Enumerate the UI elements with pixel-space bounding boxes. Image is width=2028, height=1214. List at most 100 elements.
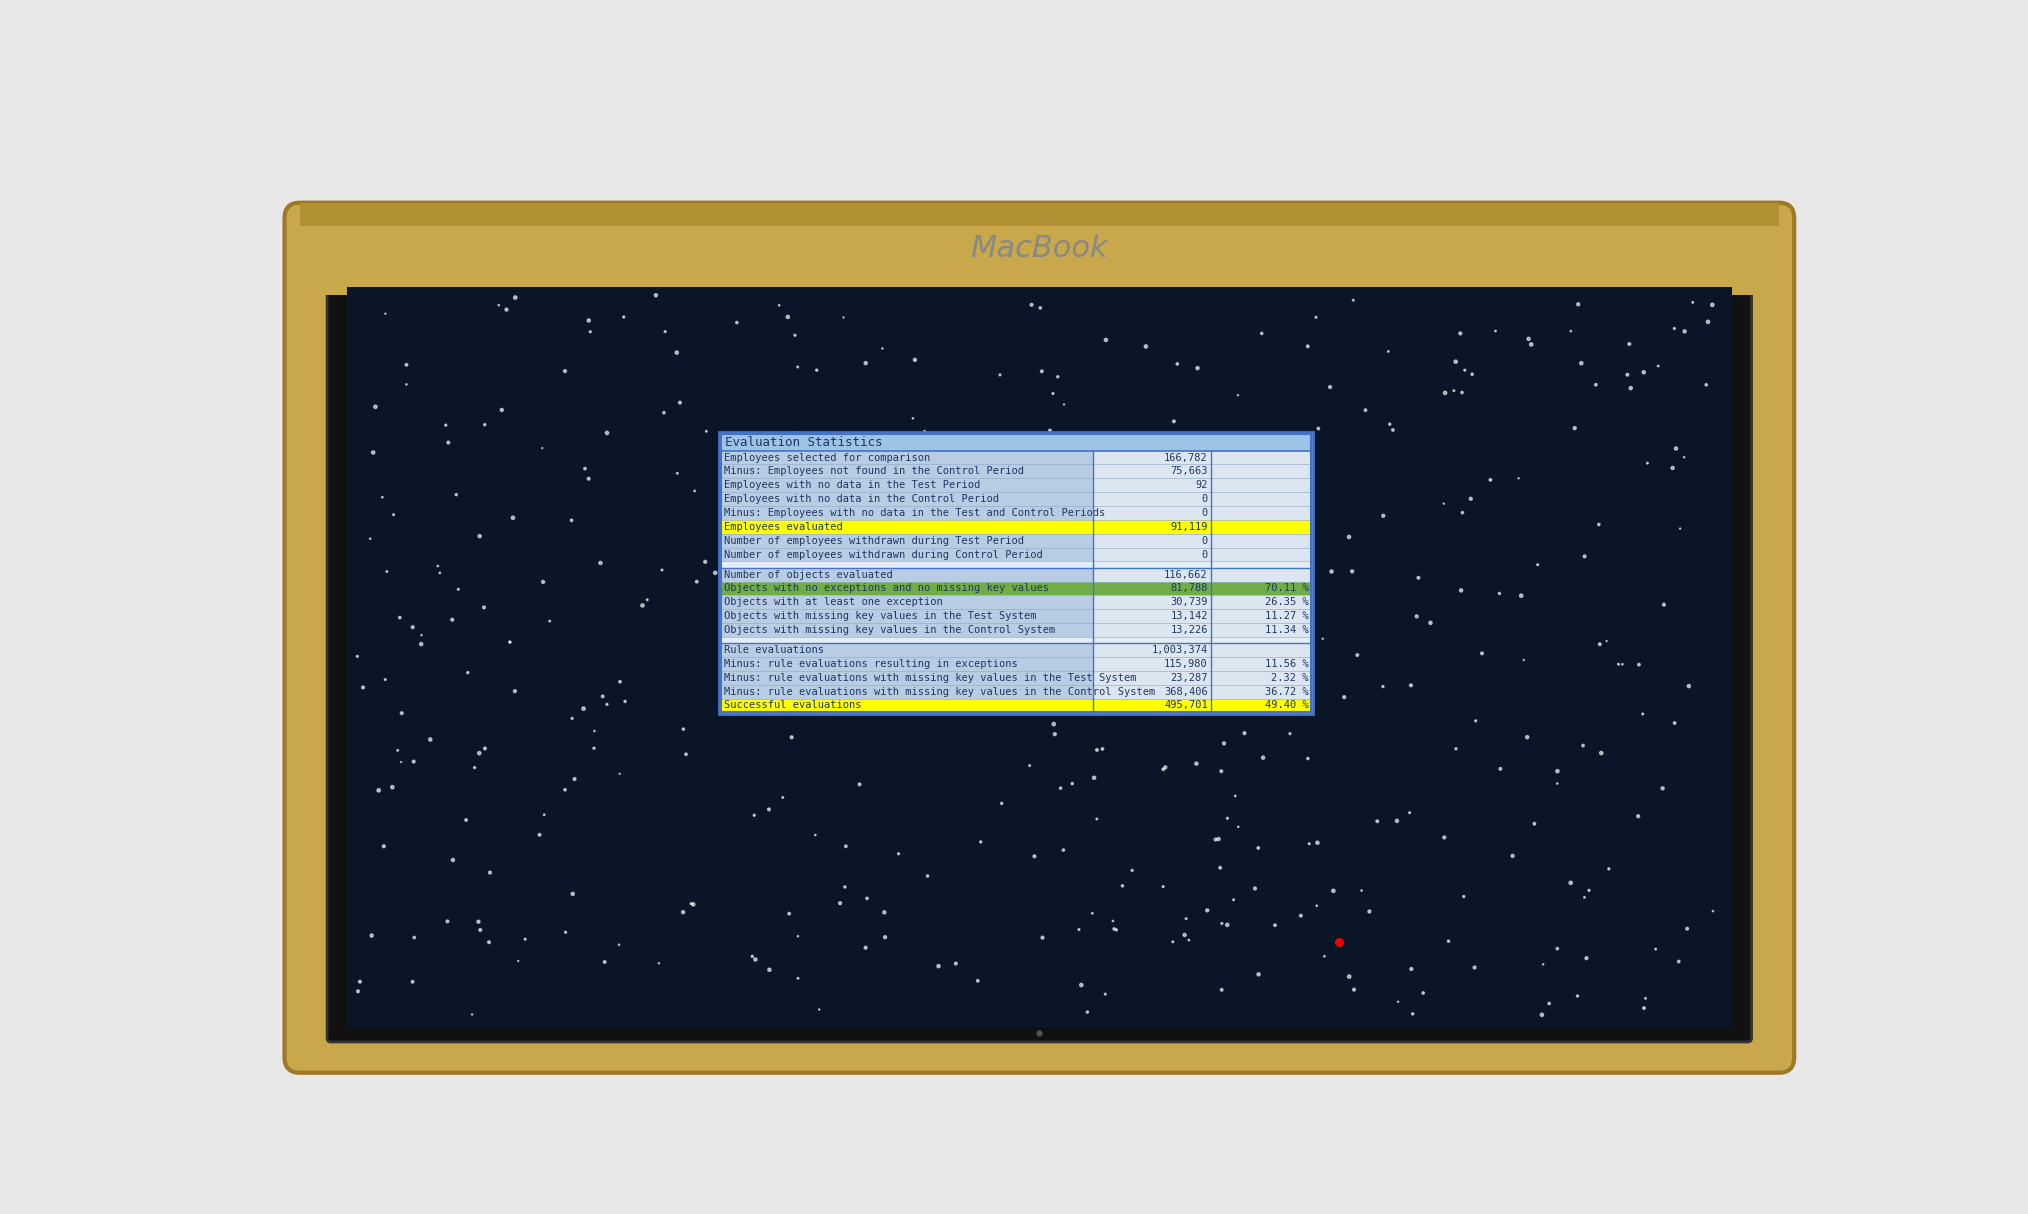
Point [1176, 437, 1209, 456]
Point [1521, 555, 1553, 574]
Text: Rule evaluations: Rule evaluations [724, 645, 823, 656]
Point [1628, 988, 1661, 1008]
Point [850, 353, 882, 373]
Point [1349, 401, 1381, 420]
Point [700, 563, 732, 583]
Point [1336, 562, 1369, 582]
Point [728, 453, 760, 472]
Point [468, 415, 501, 435]
Point [395, 618, 428, 637]
Point [925, 602, 957, 622]
Point [1332, 966, 1365, 986]
Point [578, 738, 610, 758]
Point [1430, 384, 1462, 403]
Point [775, 727, 807, 747]
Point [1081, 810, 1113, 829]
Point [1172, 930, 1205, 949]
Point [1302, 419, 1334, 438]
Point [1373, 342, 1405, 362]
Text: Employees with no data in the Control Period: Employees with no data in the Control Pe… [724, 494, 1000, 504]
Point [1395, 959, 1428, 978]
Point [1205, 858, 1237, 878]
FancyBboxPatch shape [1211, 520, 1312, 534]
Point [1568, 887, 1600, 907]
FancyBboxPatch shape [1093, 609, 1211, 623]
Point [1432, 931, 1464, 951]
Point [1580, 375, 1612, 395]
Point [874, 469, 907, 488]
Point [771, 307, 803, 327]
Point [779, 424, 811, 443]
Point [898, 350, 931, 369]
Point [1503, 469, 1535, 488]
Text: Objects with missing key values in the Control System: Objects with missing key values in the C… [724, 625, 1055, 635]
Point [430, 415, 462, 435]
Point [1663, 952, 1695, 971]
Point [1505, 586, 1537, 606]
Point [1622, 654, 1655, 674]
Point [1081, 741, 1113, 760]
Point [1205, 980, 1237, 999]
Text: MacBook: MacBook [971, 234, 1107, 263]
Point [722, 546, 754, 566]
Text: 2.32 %: 2.32 % [1272, 673, 1308, 682]
Point [608, 307, 641, 327]
Point [1562, 295, 1594, 314]
FancyBboxPatch shape [1211, 465, 1312, 478]
FancyBboxPatch shape [1211, 685, 1312, 698]
Point [1051, 465, 1083, 484]
Point [975, 597, 1008, 617]
Point [1148, 760, 1180, 779]
Text: Objects with no exceptions and no missing key values: Objects with no exceptions and no missin… [724, 584, 1048, 594]
Point [986, 693, 1018, 713]
Point [1221, 386, 1253, 405]
Text: 23,287: 23,287 [1170, 673, 1209, 682]
Text: 91,119: 91,119 [1170, 522, 1209, 532]
Point [523, 826, 556, 845]
Point [1284, 906, 1316, 925]
Point [436, 850, 468, 869]
Point [1519, 815, 1551, 834]
Point [1016, 295, 1048, 314]
Point [1077, 768, 1109, 788]
Point [424, 563, 456, 583]
Point [921, 673, 953, 692]
Point [1026, 362, 1059, 381]
Point [574, 322, 606, 341]
Text: Evaluation Statistics: Evaluation Statistics [724, 436, 882, 449]
Point [803, 1000, 836, 1020]
Point [1590, 631, 1622, 651]
FancyBboxPatch shape [1093, 506, 1211, 520]
Point [781, 926, 813, 946]
Point [1211, 915, 1243, 935]
Point [1669, 322, 1701, 341]
Point [1245, 324, 1278, 344]
FancyBboxPatch shape [300, 219, 1779, 295]
Point [708, 540, 740, 560]
Point [1460, 711, 1493, 731]
Point [1663, 518, 1695, 538]
Point [1401, 607, 1434, 626]
Point [1458, 958, 1491, 977]
Point [1513, 329, 1545, 348]
Point [406, 635, 438, 654]
Point [1316, 562, 1349, 582]
Point [1292, 749, 1324, 768]
Point [789, 682, 821, 702]
Point [468, 597, 501, 617]
Point [363, 781, 395, 800]
Point [1063, 920, 1095, 940]
Point [456, 1005, 489, 1025]
Point [355, 529, 387, 549]
Point [1373, 414, 1405, 433]
Point [1541, 761, 1574, 781]
FancyBboxPatch shape [720, 671, 1093, 685]
FancyBboxPatch shape [720, 433, 1312, 450]
Point [1497, 846, 1529, 866]
Point [846, 645, 878, 664]
FancyBboxPatch shape [1093, 582, 1211, 595]
Point [1541, 773, 1574, 793]
Point [1484, 759, 1517, 778]
Point [1158, 412, 1190, 431]
FancyBboxPatch shape [720, 450, 1093, 465]
